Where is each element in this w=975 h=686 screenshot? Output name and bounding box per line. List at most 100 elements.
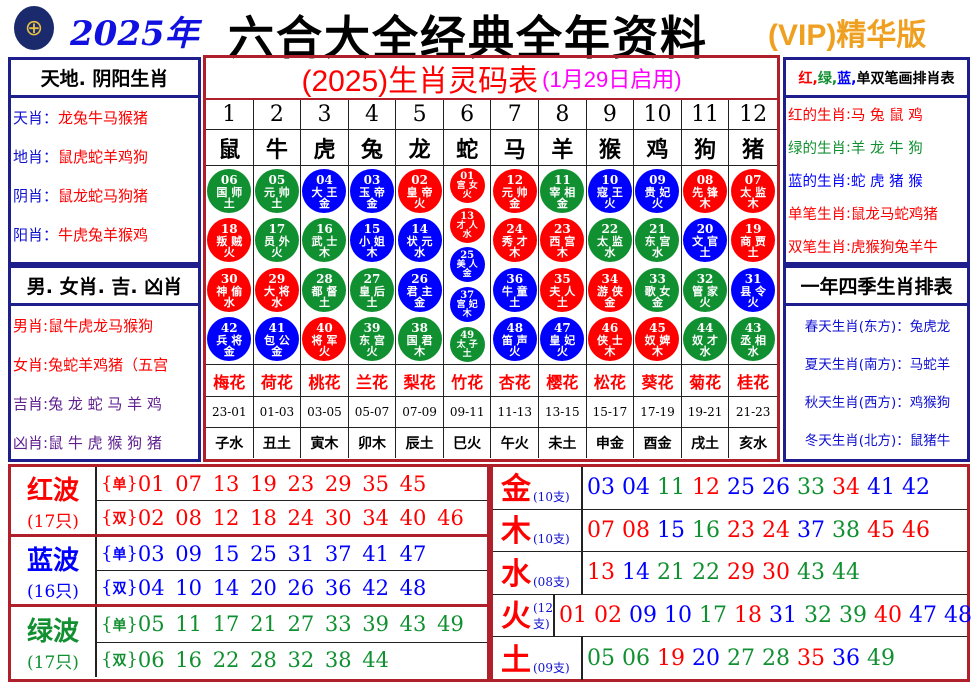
parity-label: 单 bbox=[112, 617, 127, 634]
row-value: 鼠牛虎龙马猴狗 bbox=[48, 317, 154, 335]
number-ball: 19 商 贾土 bbox=[731, 218, 776, 263]
row-label: 夏天生肖(南方) bbox=[804, 357, 897, 373]
ball-number: 15 bbox=[363, 222, 381, 237]
ball-title: 状 元 bbox=[406, 235, 433, 249]
ball-title: 东 宫 bbox=[359, 334, 385, 348]
row-label: 男肖 bbox=[13, 317, 44, 335]
ball-title: 丞 相 bbox=[740, 334, 767, 348]
element-number: 30 bbox=[762, 560, 790, 586]
wave-row: {单} 01 07 13 19 23 29 35 45 bbox=[97, 467, 487, 501]
number-ball: 23 西 宫木 bbox=[540, 218, 585, 263]
zodiac-column: 3 虎 04 大 王金 16 武 士木 28 都 督土 40 将 军火桃花 03-05 寅木 bbox=[301, 100, 349, 458]
element-number: 37 bbox=[797, 517, 825, 543]
row-value: 马蛇羊 bbox=[909, 357, 951, 373]
element-label: 水 (08支) bbox=[493, 552, 583, 594]
ball-stack: 01 宫 女火 13 才 人水 25 美 人金 37 宫 妃木 49 太 子土 bbox=[443, 166, 491, 365]
ball-stack: 10 寇 王火 22 太 监水 34 游 侠金 46 侠 士木 bbox=[586, 166, 634, 365]
ball-title: 寇 王 bbox=[596, 185, 623, 199]
ball-title: 管 家 bbox=[692, 284, 718, 298]
hour-range: 09-11 bbox=[443, 397, 491, 428]
panel-title: 红, 绿, 蓝, 单双笔画排肖表 bbox=[786, 60, 967, 98]
row-value: 龙兔牛马猴猪 bbox=[58, 109, 149, 127]
title-part: 单双笔画排肖表 bbox=[856, 70, 955, 87]
ball-element: 金 bbox=[414, 295, 426, 309]
ball-element: 火 bbox=[414, 196, 426, 210]
flower-name: 梅花 bbox=[206, 365, 253, 397]
ball-element: 金 bbox=[271, 345, 283, 359]
column-number: 2 bbox=[253, 100, 301, 130]
element-name: 火 bbox=[501, 599, 531, 635]
number-ball: 39 东 宫火 bbox=[350, 317, 395, 362]
ball-stack: 04 大 王金 16 武 士木 28 都 督土 40 将 军火 bbox=[301, 166, 348, 365]
element-label: 金 (10支) bbox=[493, 467, 583, 509]
element-number: 31 bbox=[768, 603, 797, 629]
element-name: 木 bbox=[501, 514, 531, 550]
element-row: 火 (12支) 01 02 09 10 17 18 31 32 39 40 47 48 bbox=[493, 594, 972, 638]
ball-title: 才 人 bbox=[456, 220, 478, 231]
five-elements-table: 金 (10支) 03 04 11 12 25 26 33 34 41 42 木 (10支) 07 08 15 16… bbox=[490, 464, 972, 682]
element-number: 33 bbox=[797, 475, 825, 501]
separator: ： bbox=[43, 226, 59, 244]
separator: : bbox=[43, 433, 49, 452]
row-value: 兔 龙 蛇 马 羊 鸡 bbox=[48, 395, 162, 413]
panel-row: 双笔生肖: 虎猴狗兔羊牛 bbox=[786, 230, 967, 263]
panel-row: 阴肖：鼠龙蛇马狗猪 bbox=[11, 176, 198, 215]
ball-title: 都 督 bbox=[311, 284, 338, 298]
number-ball: 18 叛 贼火 bbox=[207, 218, 252, 263]
ball-number: 25 bbox=[460, 250, 475, 262]
tiandi-yinyang-panel: 天地. 阴阳生肖 天肖：龙兔牛马猴猪 地肖：鼠虎蛇羊鸡狗 阴肖：鼠龙蛇马狗猪 阳肖：牛… bbox=[8, 57, 201, 265]
row-value: 鼠猪牛 bbox=[909, 433, 951, 449]
element-number: 40 bbox=[873, 603, 902, 629]
ball-element: 土 bbox=[509, 295, 521, 309]
ball-title: 文 官 bbox=[692, 235, 718, 249]
number-ball: 06 国 师土 bbox=[207, 168, 252, 213]
element-number: 11 bbox=[657, 475, 685, 501]
panel-title: 男. 女肖. 吉. 凶肖 bbox=[11, 268, 198, 306]
ball-title: 武 士 bbox=[311, 235, 338, 249]
ball-number: 35 bbox=[553, 271, 571, 286]
ball-title: 侠 士 bbox=[596, 334, 623, 348]
ball-number: 18 bbox=[220, 222, 238, 237]
panel-row: 天肖：龙兔牛马猴猪 bbox=[11, 98, 198, 137]
row-value: 虎猴狗兔羊牛 bbox=[850, 240, 938, 256]
ball-title: 员 外 bbox=[263, 235, 290, 249]
separator: : bbox=[846, 172, 851, 189]
number-ball: 48 笛 声火 bbox=[492, 317, 537, 362]
number-ball: 35 夫 人土 bbox=[540, 267, 585, 312]
wave-row: {单} 05 11 17 21 27 33 39 43 49 bbox=[97, 607, 487, 643]
ball-element: 土 bbox=[556, 295, 568, 309]
wave-row: {双} 06 16 22 28 32 38 44 bbox=[97, 643, 487, 678]
element-number: 16 bbox=[692, 517, 720, 543]
element-row: 金 (10支) 03 04 11 12 25 26 33 34 41 42 bbox=[493, 467, 967, 510]
column-number: 12 bbox=[729, 100, 777, 130]
earthly-branch: 申金 bbox=[595, 436, 624, 452]
ball-title: 东 宫 bbox=[644, 235, 671, 249]
wave-numbers: 01 07 13 19 23 29 35 45 bbox=[137, 471, 427, 496]
ball-title: 国 君 bbox=[406, 334, 433, 348]
zodiac-column: 9 猴 10 寇 王火 22 太 监水 34 游 侠金 46 侠 士木松花 15-17 申金 bbox=[586, 100, 635, 458]
parity-tag: {单} bbox=[101, 473, 138, 494]
flower-name: 梨花 bbox=[396, 365, 443, 397]
number-ball: 32 管 家火 bbox=[683, 267, 728, 312]
element-name: 金 bbox=[501, 471, 531, 507]
ball-element: 火 bbox=[318, 345, 330, 359]
ball-title: 小 姐 bbox=[359, 235, 385, 249]
wave-group: 绿波 (17只) {单} 05 11 17 21 27 33 39 43 49 {双} 0… bbox=[11, 607, 487, 677]
ball-title: 大 将 bbox=[263, 284, 290, 298]
ball-title: 宫 女 bbox=[456, 181, 478, 192]
element-number: 42 bbox=[902, 475, 930, 501]
number-ball: 11 宰 相金 bbox=[540, 168, 585, 213]
ball-title: 大 王 bbox=[311, 185, 338, 199]
wave-row: {双} 02 08 12 18 24 30 34 40 46 bbox=[97, 501, 487, 534]
hour-range: 15-17 bbox=[586, 397, 634, 428]
flower-name: 桂花 bbox=[729, 365, 777, 397]
ball-number: 23 bbox=[553, 222, 571, 237]
separator: ： bbox=[896, 433, 910, 449]
earthly-branch: 酉金 bbox=[643, 436, 672, 452]
ball-element: 水 bbox=[271, 295, 283, 309]
element-number: 49 bbox=[867, 646, 895, 672]
element-number: 14 bbox=[622, 560, 650, 586]
wave-row: {单} 03 09 15 25 31 37 41 47 bbox=[97, 537, 487, 571]
flower-name: 菊花 bbox=[681, 365, 729, 397]
element-number: 15 bbox=[657, 517, 685, 543]
